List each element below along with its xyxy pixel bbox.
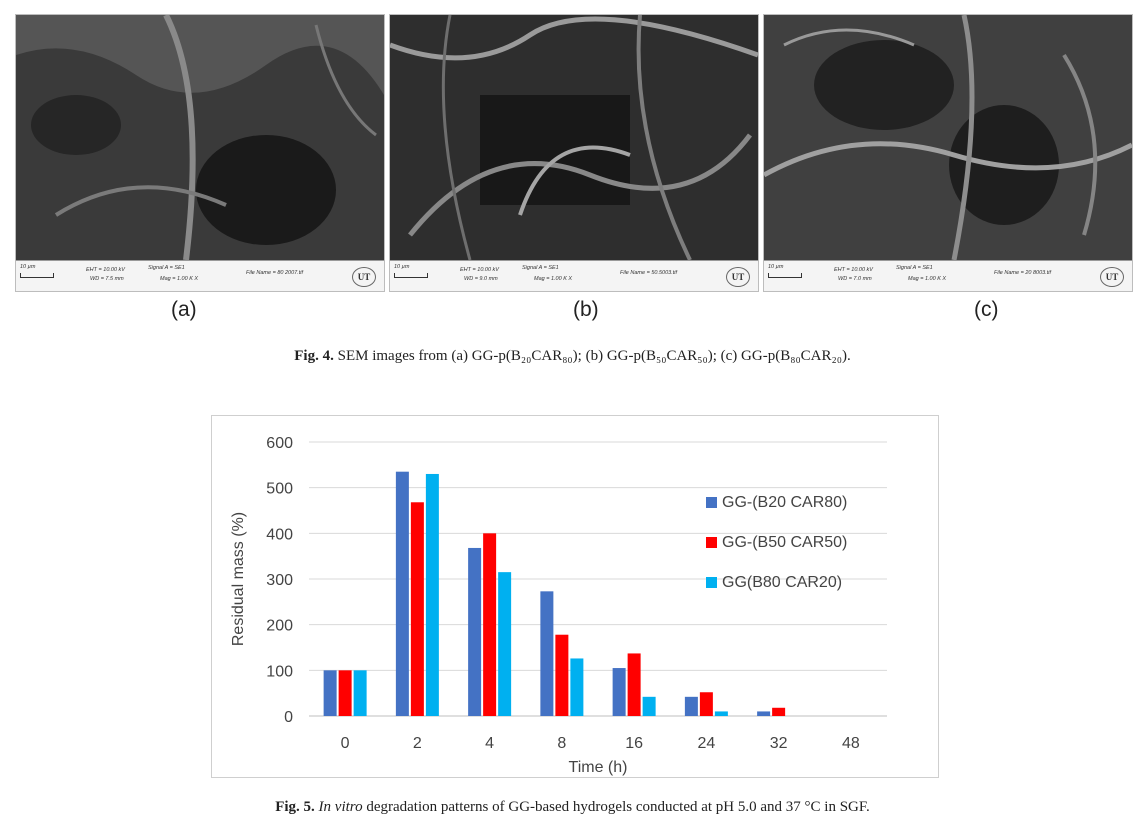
bar	[353, 670, 367, 716]
sem-databar-c: 10 µm EHT = 10.00 kV WD = 7.0 mm Signal …	[764, 260, 1132, 291]
eht-text: EHT = 10.00 kV	[86, 267, 125, 273]
sem-image-c: 10 µm EHT = 10.00 kV WD = 7.0 mm Signal …	[763, 14, 1133, 292]
eht-text: EHT = 10.00 kV	[460, 267, 499, 273]
legend-item-b50: GG-(B50 CAR50)	[706, 534, 847, 552]
scale-label: 10 µm	[768, 264, 784, 270]
legend-label: GG-(B20 CAR80)	[722, 494, 848, 511]
y-tick-label: 500	[266, 481, 293, 498]
bar	[772, 707, 786, 716]
figure-5-caption: Fig. 5. In vitro degradation patterns of…	[0, 799, 1145, 816]
y-tick-label: 400	[266, 526, 293, 543]
bar	[410, 502, 424, 716]
sem-image-a: 10 µm EHT = 10.00 kV WD = 7.5 mm Signal …	[15, 14, 385, 292]
caption-text: SEM images from (a) GG-p(B₂₀CAR₈₀); (b) …	[333, 348, 851, 364]
x-tick-label: 0	[341, 735, 350, 752]
sem-databar-a: 10 µm EHT = 10.00 kV WD = 7.5 mm Signal …	[16, 260, 384, 291]
scale-label: 10 µm	[394, 264, 410, 270]
legend-label: GG-(B50 CAR50)	[722, 534, 848, 551]
bar	[757, 711, 771, 716]
x-tick-label: 32	[770, 735, 788, 752]
legend-label: GG(B80 CAR20)	[722, 574, 843, 591]
bar	[468, 547, 482, 716]
x-tick-label: 48	[842, 735, 860, 752]
caption-text: degradation patterns of GG-based hydroge…	[362, 799, 870, 815]
university-logo: UT	[352, 267, 376, 287]
wd-text: WD = 7.5 mm	[90, 276, 124, 282]
sem-micrograph-c	[764, 15, 1132, 260]
sem-databar-b: 10 µm EHT = 10.00 kV WD = 9.0 mm Signal …	[390, 260, 758, 291]
mag-text: Mag = 1.00 K X	[908, 276, 947, 282]
sem-image-b: 10 µm EHT = 10.00 kV WD = 9.0 mm Signal …	[389, 14, 759, 292]
bar	[627, 653, 641, 716]
bar	[425, 473, 439, 716]
scale-bar	[20, 273, 54, 278]
bar	[338, 670, 352, 716]
figure-4-caption: Fig. 4. SEM images from (a) GG-p(B₂₀CAR₈…	[0, 348, 1145, 365]
bar	[395, 471, 409, 716]
scale-label: 10 µm	[20, 264, 36, 270]
sem-micrograph-b	[390, 15, 758, 260]
bar	[483, 533, 497, 716]
bar	[323, 670, 337, 716]
mag-text: Mag = 1.00 K X	[160, 276, 199, 282]
bar	[498, 572, 512, 716]
bar	[714, 711, 728, 716]
scale-bar	[394, 273, 428, 278]
caption-italic: In vitro	[318, 799, 363, 815]
y-tick-label: 100	[266, 663, 293, 680]
bar	[555, 634, 569, 716]
scale-bar	[768, 273, 802, 278]
y-axis-label: Residual mass (%)	[230, 512, 247, 646]
legend-swatch	[706, 577, 717, 588]
x-axis-label: Time (h)	[569, 759, 628, 776]
bar	[612, 668, 626, 716]
y-tick-label: 0	[284, 709, 293, 726]
legend-swatch	[706, 497, 717, 508]
legend-item-b20: GG-(B20 CAR80)	[706, 494, 847, 512]
legend-item-b80: GG(B80 CAR20)	[706, 574, 842, 592]
panel-label-a: (a)	[171, 298, 197, 321]
wd-text: WD = 7.0 mm	[838, 276, 872, 282]
x-tick-label: 2	[413, 735, 422, 752]
sem-micrograph-a	[16, 15, 384, 260]
university-logo: UT	[1100, 267, 1124, 287]
file-name-text: File Name = 80 2007.tif	[246, 270, 304, 276]
eht-text: EHT = 10.00 kV	[834, 267, 873, 273]
signal-text: Signal A = SE1	[148, 265, 185, 271]
wd-text: WD = 9.0 mm	[464, 276, 498, 282]
caption-label: Fig. 4.	[294, 348, 334, 364]
signal-text: Signal A = SE1	[522, 265, 559, 271]
legend-swatch	[706, 537, 717, 548]
panel-label-c: (c)	[974, 298, 999, 321]
x-tick-label: 16	[625, 735, 643, 752]
y-tick-label: 300	[266, 572, 293, 589]
caption-label: Fig. 5.	[275, 799, 315, 815]
bar	[540, 591, 554, 716]
panel-label-b: (b)	[573, 298, 599, 321]
y-tick-label: 200	[266, 618, 293, 635]
bar	[570, 658, 584, 716]
bar	[642, 696, 656, 716]
y-tick-label: 600	[266, 435, 293, 452]
file-name-text: File Name = 50.5003.tif	[620, 270, 678, 276]
degradation-chart: 0 100 200 300 400 500 600 0 2 4 8 16 24 32 48 Time (h) R…	[211, 415, 939, 778]
bar	[684, 696, 698, 716]
x-tick-label: 24	[697, 735, 715, 752]
university-logo: UT	[726, 267, 750, 287]
bar	[699, 692, 713, 716]
x-tick-label: 4	[485, 735, 494, 752]
mag-text: Mag = 1.00 K X	[534, 276, 573, 282]
x-tick-label: 8	[557, 735, 566, 752]
file-name-text: File Name = 20 8003.tif	[994, 270, 1052, 276]
signal-text: Signal A = SE1	[896, 265, 933, 271]
